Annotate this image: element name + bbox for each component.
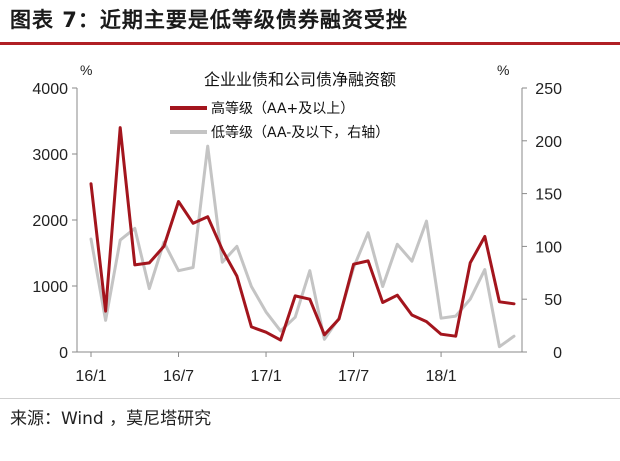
right-tick-label: 50 xyxy=(544,292,562,309)
legend-label-high-grade: 高等级（AA+及以上） xyxy=(211,100,354,117)
left-tick-label: 4000 xyxy=(32,81,68,98)
right-tick-label: 100 xyxy=(535,239,562,256)
source-divider xyxy=(0,398,620,399)
series-line-low-grade xyxy=(89,144,516,349)
line-chart: 0 1000 2000 3000 4000 0 50 100 150 200 250 16/1 16/7… xyxy=(32,62,562,385)
x-tick-label: 16/1 xyxy=(75,368,106,385)
right-axis-unit: % xyxy=(497,62,509,78)
legend: 高等级（AA+及以上） 低等级（AA-及以下，右轴） xyxy=(170,100,389,141)
series-lines xyxy=(89,126,516,349)
title-divider xyxy=(0,42,620,45)
series-line-high-grade xyxy=(89,126,516,342)
left-tick-label: 1000 xyxy=(32,279,68,296)
right-tick-label: 250 xyxy=(535,81,562,98)
x-tick-label: 17/1 xyxy=(250,368,281,385)
source-note: 来源：Wind ，莫尼塔研究 xyxy=(10,409,212,429)
tick-labels: 0 1000 2000 3000 4000 0 50 100 150 200 250 16/1 16/7… xyxy=(32,81,562,385)
right-tick-label: 150 xyxy=(535,187,562,204)
left-tick-label: 0 xyxy=(59,345,68,362)
x-tick-label: 17/7 xyxy=(338,368,369,385)
legend-label-low-grade: 低等级（AA-及以下，右轴） xyxy=(211,124,389,141)
left-axis-unit: % xyxy=(80,62,92,78)
figure-title: 图表 7：近期主要是低等级债券融资受挫 xyxy=(10,8,408,32)
chart-title: 企业业债和公司债净融资额 xyxy=(204,70,396,89)
chart-axes xyxy=(72,87,527,357)
right-tick-label: 0 xyxy=(553,345,562,362)
right-tick-label: 200 xyxy=(535,134,562,151)
left-tick-label: 3000 xyxy=(32,147,68,164)
left-tick-label: 2000 xyxy=(32,213,68,230)
x-tick-label: 16/7 xyxy=(163,368,194,385)
x-tick-label: 18/1 xyxy=(425,368,456,385)
